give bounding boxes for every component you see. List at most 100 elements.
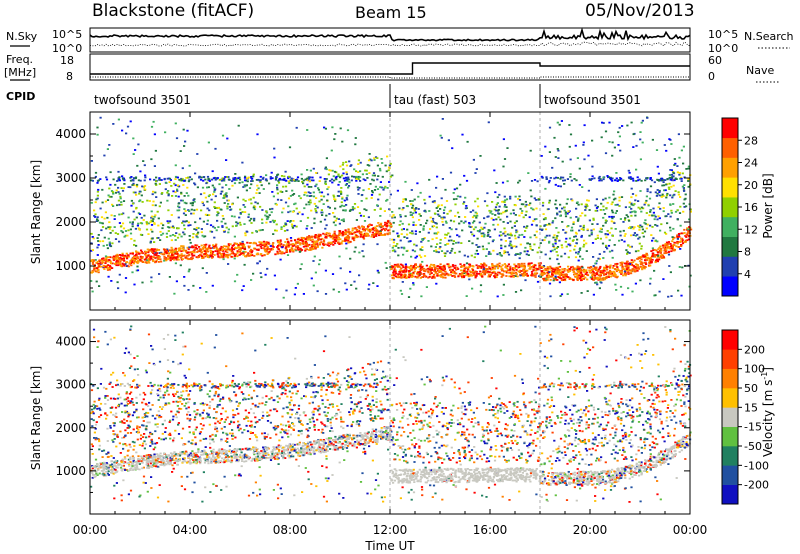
- heatmap-cell: [436, 274, 439, 277]
- heatmap-cell: [539, 225, 542, 228]
- heatmap-cell: [525, 210, 528, 213]
- heatmap-cell: [330, 241, 333, 244]
- heatmap-cell: [625, 214, 628, 216]
- heatmap-cell: [608, 196, 611, 199]
- heatmap-cell: [108, 221, 111, 224]
- heatmap-cell: [310, 179, 313, 182]
- heatmap-cell: [276, 188, 279, 191]
- heatmap-cell: [544, 187, 547, 190]
- heatmap-cell: [215, 229, 218, 232]
- heatmap-cell: [313, 255, 316, 258]
- heatmap-cell: [177, 258, 180, 261]
- heatmap-cell: [375, 233, 378, 236]
- heatmap-cell: [101, 226, 105, 228]
- heatmap-cell: [659, 229, 662, 232]
- heatmap-cell: [251, 177, 254, 180]
- heatmap-cell: [660, 177, 664, 180]
- heatmap-cell: [145, 222, 149, 225]
- heatmap-cell: [568, 124, 571, 126]
- heatmap-cell: [607, 275, 610, 277]
- heatmap-cell: [529, 248, 532, 250]
- heatmap-cell: [253, 219, 256, 222]
- heatmap-cell: [300, 263, 303, 266]
- heatmap-cell: [247, 252, 250, 255]
- heatmap-cell: [606, 233, 610, 236]
- heatmap-cell: [149, 248, 152, 251]
- heatmap-cell: [268, 214, 271, 216]
- heatmap-cell: [191, 236, 195, 239]
- heatmap-cell: [614, 204, 617, 206]
- heatmap-cell: [554, 183, 557, 186]
- heatmap-cell: [106, 199, 110, 201]
- heatmap-cell: [246, 230, 249, 233]
- heatmap-cell: [467, 268, 470, 271]
- heatmap-cell: [345, 177, 348, 180]
- heatmap-cell: [229, 243, 232, 246]
- heatmap-cell: [309, 239, 312, 242]
- heatmap-cell: [556, 254, 559, 257]
- heatmap-cell: [317, 233, 320, 236]
- heatmap-cell: [344, 233, 347, 236]
- heatmap-cell: [687, 185, 690, 188]
- heatmap-cell: [273, 147, 276, 150]
- heatmap-cell: [432, 264, 435, 267]
- heatmap-cell: [183, 145, 186, 147]
- heatmap-cell: [373, 226, 376, 229]
- heatmap-cell: [369, 158, 372, 161]
- heatmap-cell: [669, 226, 672, 229]
- heatmap-cell: [563, 209, 566, 212]
- heatmap-cell: [660, 255, 663, 258]
- heatmap-cell: [297, 240, 300, 243]
- heatmap-cell: [120, 230, 123, 232]
- heatmap-cell: [242, 198, 245, 201]
- heatmap-cell: [226, 248, 229, 251]
- heatmap-cell: [649, 259, 652, 262]
- heatmap-cell: [96, 190, 99, 193]
- heatmap-cell: [104, 211, 107, 214]
- heatmap-cell: [605, 246, 608, 248]
- heatmap-cell: [410, 189, 413, 191]
- heatmap-cell: [413, 250, 417, 253]
- heatmap-cell: [627, 169, 630, 172]
- heatmap-cell: [287, 177, 290, 180]
- heatmap-cell: [657, 248, 660, 250]
- heatmap-cell: [670, 212, 673, 214]
- heatmap-cell: [546, 277, 549, 279]
- heatmap-cell: [155, 180, 158, 183]
- heatmap-cell: [214, 207, 217, 209]
- heatmap-cell: [556, 271, 559, 274]
- heatmap-cell: [153, 133, 156, 136]
- heatmap-cell: [350, 179, 353, 182]
- heatmap-cell: [683, 241, 686, 243]
- heatmap-cell: [241, 252, 244, 254]
- heatmap-cell: [107, 264, 110, 266]
- heatmap-cell: [570, 179, 573, 182]
- heatmap-cell: [249, 198, 252, 201]
- heatmap-cell: [676, 240, 679, 243]
- heatmap-cell: [388, 164, 391, 167]
- heatmap-cell: [661, 184, 664, 187]
- heatmap-cell: [213, 247, 216, 249]
- heatmap-cell: [253, 217, 256, 220]
- heatmap-cell: [198, 250, 201, 253]
- heatmap-cell: [672, 248, 675, 250]
- heatmap-cell: [207, 195, 210, 198]
- heatmap-cell: [286, 238, 289, 241]
- heatmap-cell: [276, 198, 280, 201]
- heatmap-cell: [213, 191, 216, 193]
- heatmap-cell: [122, 200, 126, 202]
- heatmap-cell: [623, 272, 626, 275]
- cpid-segment-label: twofsound 3501: [544, 93, 641, 107]
- heatmap-cell: [135, 253, 138, 256]
- heatmap-cell: [186, 257, 189, 260]
- heatmap-cell: [376, 204, 379, 207]
- heatmap-cell: [509, 242, 512, 245]
- heatmap-cell: [340, 201, 343, 204]
- heatmap-cell: [90, 201, 93, 204]
- heatmap-cell: [421, 239, 424, 241]
- heatmap-cell: [439, 238, 442, 241]
- heatmap-cell: [411, 249, 414, 252]
- heatmap-cell: [102, 259, 106, 262]
- heatmap-cell: [585, 271, 589, 274]
- heatmap-cell: [545, 176, 548, 179]
